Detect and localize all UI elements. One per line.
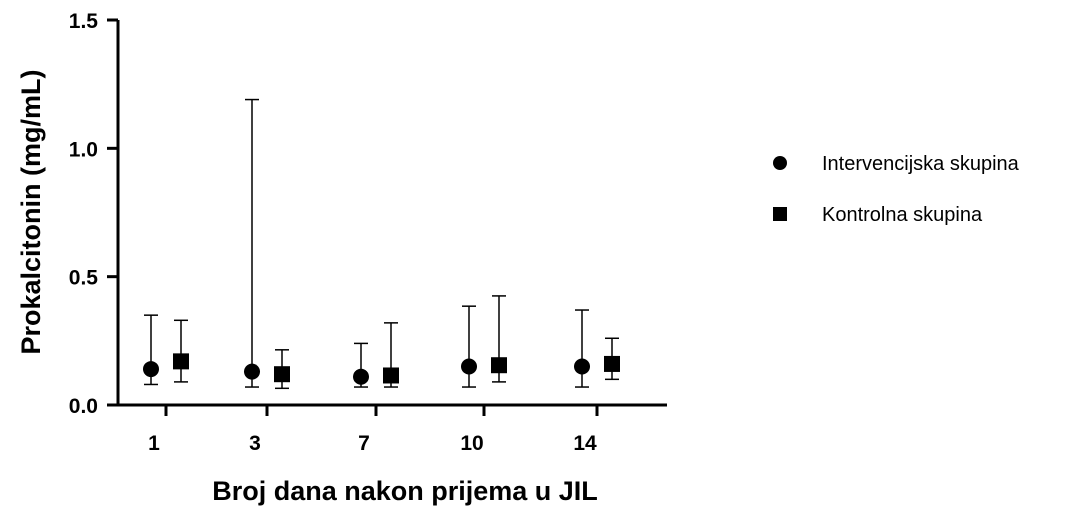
x-tick-label: 7 [358,432,370,455]
legend-label-control: Kontrolna skupina [822,204,983,226]
y-tick-label: 1.5 [69,10,99,33]
y-tick-label: 1.0 [69,138,98,161]
data-point-square [274,366,290,383]
data-point-circle [574,358,590,375]
data-point-square [604,355,620,372]
y-tick-label: 0.0 [69,395,98,418]
legend-marker-circle [773,156,787,170]
legend: Intervencijska skupina Kontrolna skupina [773,153,1020,226]
legend-marker-square [773,207,787,221]
data-point-square [173,353,189,370]
x-tick-label: 1 [148,432,160,455]
x-axis-title: Broj dana nakon prijema u JIL [212,476,598,506]
plot-area [143,98,620,390]
data-point-square [383,367,399,384]
x-tick-label: 3 [249,432,261,455]
data-point-circle [143,361,159,378]
data-point-square [491,357,507,374]
y-tick-label: 0.5 [69,267,99,290]
x-tick-label: 14 [573,432,597,455]
legend-label-interventional: Intervencijska skupina [822,153,1020,175]
y-ticks: 0.0 0.5 1.0 1.5 [69,10,118,418]
data-point-circle [244,363,260,380]
data-point-circle [353,368,369,385]
x-ticks: 1 3 7 10 14 [148,405,599,455]
data-point-circle [461,358,477,375]
y-axis-title: Prokalcitonin (mg/mL) [16,69,46,354]
x-tick-label: 10 [460,432,483,455]
